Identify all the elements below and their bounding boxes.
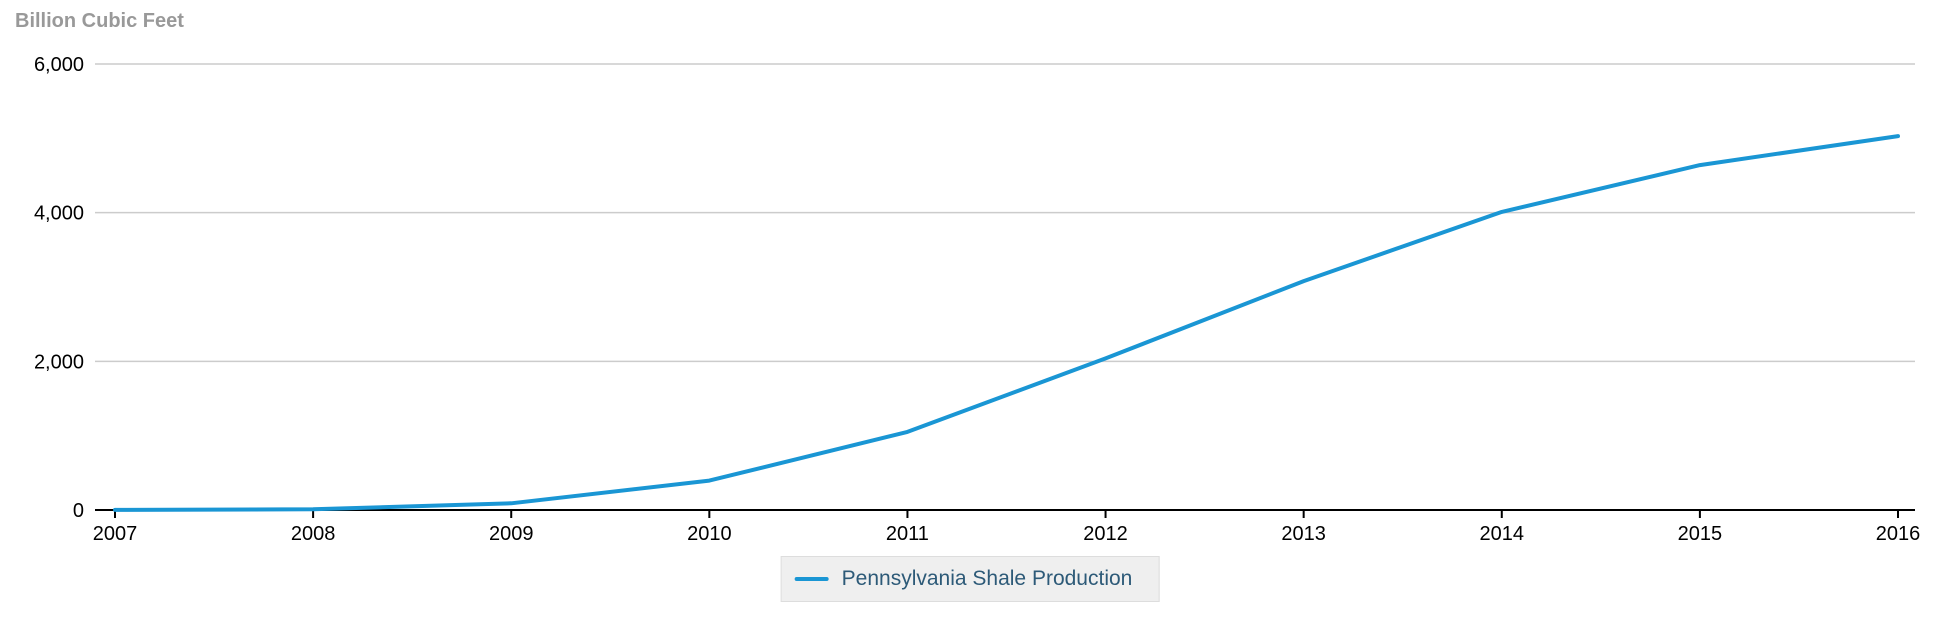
x-tick-label: 2012 [1083,523,1128,545]
x-tick-label: 2007 [93,523,138,545]
series-line-pennsylvania-shale-production[interactable] [113,134,1900,512]
y-tick-label: 2,000 [34,351,84,373]
legend-label: Pennsylvania Shale Production [841,567,1133,590]
x-tick-label: 2011 [886,523,929,545]
x-tick-label: 2010 [687,523,732,545]
x-tick-label: 2015 [1678,523,1723,545]
y-tick-label: 4,000 [34,203,84,225]
y-tick-label: 0 [73,500,84,522]
legend-item-pennsylvania-shale-production[interactable]: Pennsylvania Shale Production [794,567,1133,591]
legend-line-swatch [794,577,829,581]
x-tick-label: 2009 [489,523,534,545]
x-tick-label: 2008 [291,523,336,545]
y-axis-unit-title: Billion Cubic Feet [15,10,184,32]
x-tick-label: 2016 [1876,523,1921,545]
chart-legend: Pennsylvania Shale Production [780,556,1160,602]
x-tick-label: 2013 [1281,523,1326,545]
y-tick-label: 6,000 [34,54,84,76]
x-tick-label: 2014 [1480,523,1525,545]
